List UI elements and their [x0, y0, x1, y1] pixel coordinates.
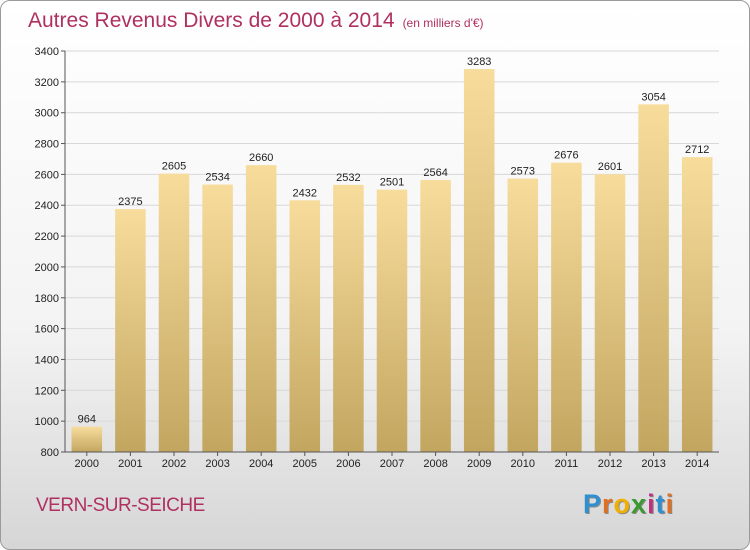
bar-2004	[245, 165, 277, 452]
value-label-2014: 2712	[685, 144, 709, 156]
logo-letter: i	[647, 489, 656, 519]
bar-2001	[115, 209, 146, 452]
place-name: VERN-SUR-SEICHE	[36, 495, 205, 516]
y-tick-label: 1000	[35, 416, 59, 428]
x-tick-label-2012: 2012	[598, 458, 622, 470]
y-tick-label: 3400	[35, 46, 59, 58]
x-tick-label-2005: 2005	[293, 458, 317, 470]
y-tick-label: 800	[41, 447, 59, 459]
value-label-2004: 2660	[249, 152, 273, 164]
bar-2003	[202, 184, 233, 452]
y-tick-label: 2600	[35, 169, 59, 181]
y-tick-label: 1200	[35, 385, 59, 397]
x-tick-label-2004: 2004	[249, 458, 273, 470]
value-label-2002: 2605	[162, 161, 186, 173]
x-tick-label-2008: 2008	[423, 458, 447, 470]
title-unit: (en milliers d'€)	[402, 16, 484, 30]
bar-2011	[551, 162, 582, 452]
value-label-2008: 2564	[423, 167, 447, 179]
bar-2013	[638, 104, 669, 453]
y-tick-label: 1800	[35, 293, 59, 305]
y-tick-label: 2200	[35, 231, 59, 243]
x-tick-label-2001: 2001	[118, 458, 142, 470]
value-label-2007: 2501	[380, 177, 404, 189]
y-tick-label: 3000	[35, 108, 59, 120]
bar-2012	[594, 174, 626, 452]
x-tick-label-2014: 2014	[685, 458, 709, 470]
value-label-2003: 2534	[205, 172, 229, 184]
x-tick-label-2013: 2013	[641, 458, 665, 470]
bar-2000	[71, 426, 103, 452]
bar-2014	[681, 157, 713, 452]
x-tick-label-2003: 2003	[205, 458, 229, 470]
x-tick-label-2007: 2007	[380, 458, 404, 470]
proxiti-logo: Proxiti	[583, 489, 674, 520]
bar-2009	[463, 69, 495, 453]
y-tick-label: 3200	[35, 77, 59, 89]
logo-letter: P	[583, 489, 603, 519]
value-label-2001: 2375	[118, 196, 142, 208]
title-text: Autres Revenus Divers de 2000 à 2014	[28, 9, 395, 32]
y-tick-label: 2800	[35, 139, 59, 151]
value-label-2011: 2676	[554, 150, 578, 162]
y-tick-label: 1600	[35, 324, 59, 336]
bar-2008	[420, 179, 451, 452]
chart-title: Autres Revenus Divers de 2000 à 2014 (en …	[28, 9, 484, 33]
value-label-2013: 3054	[641, 91, 665, 103]
bars	[71, 69, 713, 453]
logo-letter: t	[655, 489, 666, 519]
value-label-2012: 2601	[598, 161, 622, 173]
value-label-2010: 2573	[511, 166, 535, 178]
logo-letter: x	[631, 489, 648, 519]
bar-2007	[376, 189, 408, 453]
value-label-2006: 2532	[336, 172, 360, 184]
value-labels: 964 2375 2605 2534 2660 2432 2532 2501 2564 3283 2…	[78, 56, 710, 426]
bar-2010	[507, 178, 539, 453]
logo-letter: i	[665, 489, 675, 519]
axes: 800 1000 1200 1400 1600 1800 2000 2200 2400 2600 2…	[35, 46, 719, 470]
value-label-2009: 3283	[467, 56, 491, 68]
bar-2006	[333, 184, 364, 452]
bar-2005	[289, 200, 321, 452]
logo-letter: r	[602, 489, 614, 519]
x-tick-label-2006: 2006	[336, 458, 360, 470]
y-tick-label: 2400	[35, 200, 59, 212]
x-tick-label-2000: 2000	[75, 458, 99, 470]
x-tick-label-2009: 2009	[467, 458, 491, 470]
value-label-2005: 2432	[293, 187, 317, 199]
y-tick-label: 2000	[35, 262, 59, 274]
x-tick-label-2010: 2010	[511, 458, 535, 470]
y-tick-label: 1400	[35, 354, 59, 366]
x-tick-label-2011: 2011	[555, 458, 579, 470]
bar-2002	[158, 173, 190, 452]
x-tick-label-2002: 2002	[162, 458, 186, 470]
value-label-2000: 964	[78, 414, 96, 426]
logo-letter: o	[613, 489, 632, 519]
